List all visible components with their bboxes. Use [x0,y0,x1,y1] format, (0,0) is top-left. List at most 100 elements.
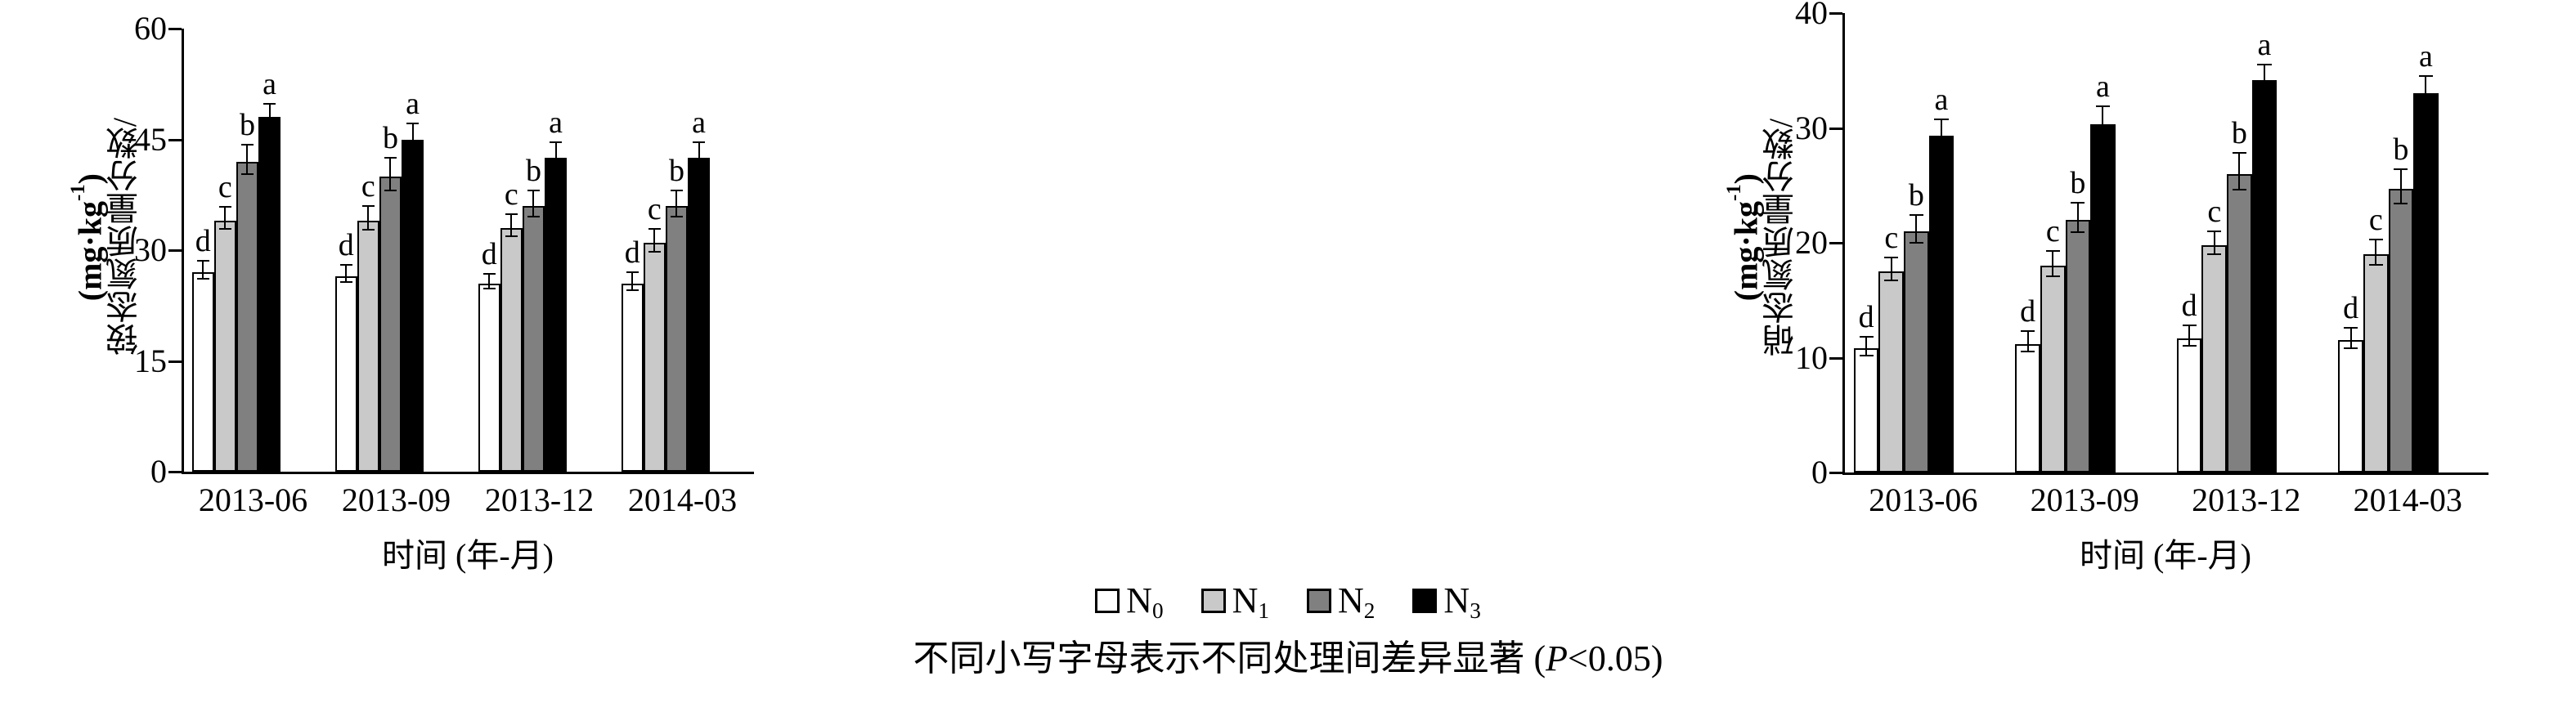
bar-N0-2013-06: d [191,226,214,472]
significance-label-N0-2013-12: d [481,236,497,271]
error-bar [2399,169,2402,205]
x-axis-line-panel-1 [1842,472,2488,475]
significance-label-N2-2013-12: b [2231,116,2247,151]
error-cap-top [406,123,420,125]
legend-item-N2[interactable]: N2 [1307,583,1375,621]
error-cap-top [1859,336,1874,338]
significance-label-N0-2013-06: d [195,224,211,259]
error-bar [2076,203,2079,234]
bar-N2-2013-09: b [379,123,402,472]
error-cap-bottom [2344,347,2358,350]
x-tick-label-2013-12: 2013-12 [484,481,595,518]
y-tick-20 [1829,242,1842,244]
error-cap-top [505,213,518,216]
bar-N1-2014-03: c [643,194,666,472]
error-bar [268,104,271,127]
significance-label-N1-2013-06: c [1884,221,1899,256]
legend-item-N1[interactable]: N1 [1200,580,1269,623]
error-cap-bottom [2207,253,2222,255]
error-cap-top [2095,105,2111,107]
significance-label-N3-2013-09: a [406,87,420,122]
error-cap-bottom [626,289,639,291]
bar-N0-2014-03: d [621,237,644,472]
y-tick-30 [168,249,182,252]
error-cap-top [339,263,352,266]
error-cap-top [549,141,563,143]
y-tick-label-45: 45 [134,120,167,158]
error-bar [554,142,557,170]
significance-label-N3-2013-09: a [2096,69,2110,104]
significance-label-N0-2013-09: d [2020,294,2036,329]
error-bar [2188,325,2191,347]
y-tick-label-40: 40 [1795,0,1828,31]
error-cap-bottom [2232,189,2246,191]
legend-label-N1: N1 [1232,580,1269,623]
error-cap-bottom [196,277,209,280]
y-tick-label-15: 15 [134,342,167,379]
significance-label-N2-2014-03: b [668,153,684,188]
error-cap-top [626,271,639,273]
legend-item-N0[interactable]: N0 [1095,583,1164,621]
legend-swatch-N3 [1412,589,1438,613]
error-cap-bottom [2095,137,2111,139]
significance-label-N1-2013-09: c [2045,213,2060,249]
bar-N2-2013-12: b [522,155,545,472]
error-bar [510,215,513,238]
x-tick-label-2013-09: 2013-09 [2030,481,2139,518]
error-cap-top [527,189,541,191]
bar-N0-2013-12: d [478,239,500,472]
error-cap-top [2418,75,2434,78]
y-tick-60 [168,28,182,30]
error-bar [246,145,249,175]
error-bar [2213,231,2215,255]
error-bar [345,265,348,284]
bar-N3-2014-03: a [2413,41,2439,472]
significance-label-N1-2014-03: c [2368,202,2383,237]
significance-label-N3-2014-03: a [692,105,706,140]
error-cap-bottom [406,149,420,151]
error-cap-top [692,141,706,143]
y-tick-label-60: 60 [134,10,167,47]
x-axis-line-panel-0 [182,472,754,474]
error-bar [1890,258,1892,282]
error-cap-bottom [2045,275,2060,277]
y-tick-0 [1829,472,1842,474]
caption-p-symbol: P [1546,638,1568,678]
error-cap-top [361,205,375,208]
y-axis-line-panel-1 [1842,13,1845,475]
error-bar [367,207,370,231]
y-tick-40 [1829,12,1842,15]
bar-N1-2013-09: c [2040,216,2066,472]
legend-item-N3[interactable]: N3 [1412,583,1481,621]
error-cap-top [263,102,276,105]
error-bar [653,230,656,253]
x-axis-title-panel-1: 时间 (年-月) [2080,537,2251,574]
y-tick-15 [168,360,182,363]
error-cap-bottom [240,172,254,175]
error-bar [2349,328,2352,350]
bar-N0-2013-12: d [2176,290,2202,472]
error-bar [2238,154,2241,191]
bar-N1-2013-12: c [500,179,523,472]
bar-N2-2013-09: b [2065,168,2091,472]
y-tick-0 [168,471,182,473]
bar-N3-2013-12: a [545,107,568,472]
error-bar [2102,106,2104,139]
significance-label-N3-2014-03: a [2419,39,2433,74]
y-tick-30 [1829,127,1842,130]
error-bar [698,142,700,170]
significance-label-N3-2013-06: a [1934,83,1949,118]
bar-N2-2013-12: b [2227,118,2252,472]
error-cap-bottom [1884,280,1899,282]
error-cap-bottom [2021,351,2035,353]
error-cap-top [218,206,231,208]
caption-text-pre: 不同小写字母表示不同处理间差异显著 ( [913,638,1546,678]
bar-N1-2013-12: c [2201,196,2228,472]
error-cap-bottom [648,250,661,253]
error-cap-bottom [218,228,231,231]
